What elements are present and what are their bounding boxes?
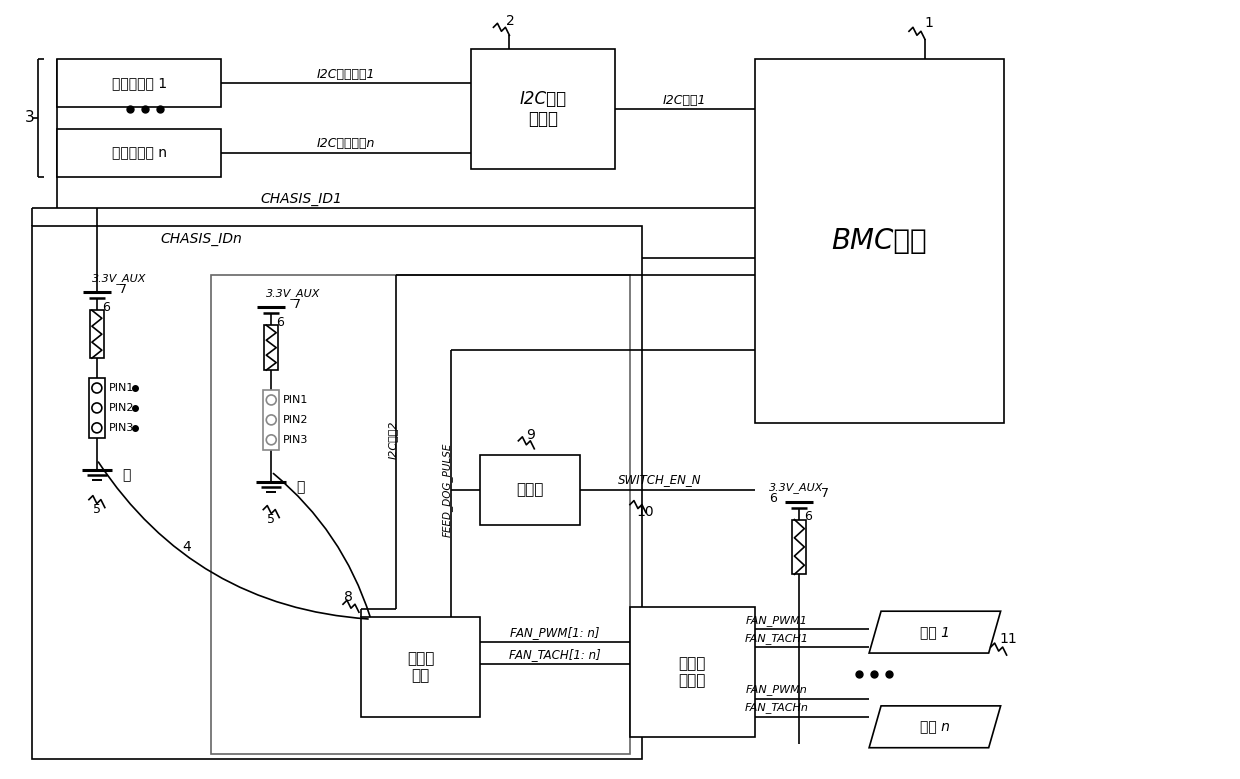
- Text: 风扇 n: 风扇 n: [920, 720, 950, 734]
- Circle shape: [267, 415, 277, 425]
- Text: PIN3: PIN3: [283, 435, 309, 445]
- Text: 5: 5: [268, 513, 275, 526]
- Circle shape: [92, 423, 102, 433]
- Text: 7: 7: [821, 487, 830, 500]
- Text: 3.3V_AUX: 3.3V_AUX: [267, 288, 321, 299]
- Text: FAN_PWMn: FAN_PWMn: [746, 685, 807, 696]
- Text: FAN_PWM[1: n]: FAN_PWM[1: n]: [511, 626, 600, 639]
- Text: FAN_TACHn: FAN_TACHn: [745, 703, 808, 714]
- Polygon shape: [869, 706, 1001, 748]
- Text: 10: 10: [636, 505, 653, 519]
- Text: 6: 6: [805, 510, 812, 523]
- Text: 地: 地: [296, 481, 305, 495]
- Circle shape: [92, 403, 102, 413]
- Text: 8: 8: [343, 590, 353, 605]
- FancyBboxPatch shape: [792, 520, 806, 574]
- Text: PIN1: PIN1: [109, 383, 134, 393]
- Text: CHASIS_ID1: CHASIS_ID1: [260, 192, 342, 206]
- Text: 3.3V_AUX: 3.3V_AUX: [92, 273, 146, 284]
- FancyBboxPatch shape: [470, 49, 615, 169]
- Text: 地: 地: [122, 469, 130, 483]
- FancyBboxPatch shape: [32, 226, 642, 759]
- Text: 硬件监
控器: 硬件监 控器: [407, 650, 434, 683]
- FancyBboxPatch shape: [264, 325, 278, 370]
- Text: 6: 6: [770, 492, 777, 505]
- Text: FAN_TACH[1: n]: FAN_TACH[1: n]: [510, 647, 601, 661]
- Text: 切换开
关芯片: 切换开 关芯片: [678, 656, 706, 688]
- Text: PIN2: PIN2: [283, 415, 309, 425]
- Text: 3.3V_AUX: 3.3V_AUX: [770, 482, 823, 493]
- Text: BMC芯片: BMC芯片: [831, 227, 926, 255]
- Text: I2C总线分支n: I2C总线分支n: [316, 137, 376, 150]
- Text: I2C总线1: I2C总线1: [663, 93, 707, 107]
- FancyBboxPatch shape: [57, 129, 222, 177]
- Circle shape: [267, 395, 277, 405]
- FancyBboxPatch shape: [89, 310, 104, 358]
- Text: 6: 6: [102, 301, 109, 314]
- FancyBboxPatch shape: [89, 378, 105, 438]
- Text: 4: 4: [182, 541, 191, 555]
- Text: 1: 1: [925, 16, 934, 30]
- Text: 7: 7: [119, 283, 126, 296]
- Text: 6: 6: [277, 315, 284, 329]
- Text: PIN2: PIN2: [109, 403, 134, 413]
- FancyBboxPatch shape: [263, 390, 279, 449]
- FancyBboxPatch shape: [361, 617, 480, 717]
- FancyBboxPatch shape: [754, 59, 1003, 423]
- Text: FAN_PWM1: FAN_PWM1: [746, 615, 808, 626]
- Text: 风扇 1: 风扇 1: [920, 625, 950, 639]
- Text: FAN_TACH1: FAN_TACH1: [745, 633, 808, 643]
- Text: 看门狗: 看门狗: [517, 482, 544, 497]
- Text: 11: 11: [999, 632, 1018, 646]
- FancyArrowPatch shape: [98, 462, 368, 619]
- Text: 2: 2: [506, 14, 515, 28]
- FancyBboxPatch shape: [212, 276, 630, 754]
- FancyBboxPatch shape: [57, 59, 222, 107]
- Text: SWITCH_EN_N: SWITCH_EN_N: [618, 473, 702, 486]
- Circle shape: [267, 435, 277, 445]
- Circle shape: [92, 383, 102, 393]
- Text: PIN3: PIN3: [109, 423, 134, 433]
- FancyArrowPatch shape: [273, 474, 370, 616]
- Text: I2C总线2: I2C总线2: [388, 421, 398, 459]
- Text: 7: 7: [293, 298, 301, 311]
- Text: I2C总线分支1: I2C总线分支1: [316, 68, 376, 81]
- Polygon shape: [869, 612, 1001, 653]
- FancyBboxPatch shape: [480, 455, 580, 524]
- Text: 3: 3: [25, 111, 35, 125]
- Text: CHASIS_IDn: CHASIS_IDn: [161, 231, 242, 245]
- Text: 温度传感器 1: 温度传感器 1: [112, 76, 167, 90]
- Text: 9: 9: [526, 428, 534, 442]
- FancyBboxPatch shape: [630, 607, 754, 737]
- Text: 温度传感器 n: 温度传感器 n: [112, 146, 166, 160]
- Text: FEED_DOG_PULSE: FEED_DOG_PULSE: [443, 442, 453, 537]
- Text: PIN1: PIN1: [283, 395, 309, 405]
- Text: I2C多路
切换器: I2C多路 切换器: [520, 90, 567, 129]
- Text: 5: 5: [93, 503, 100, 516]
